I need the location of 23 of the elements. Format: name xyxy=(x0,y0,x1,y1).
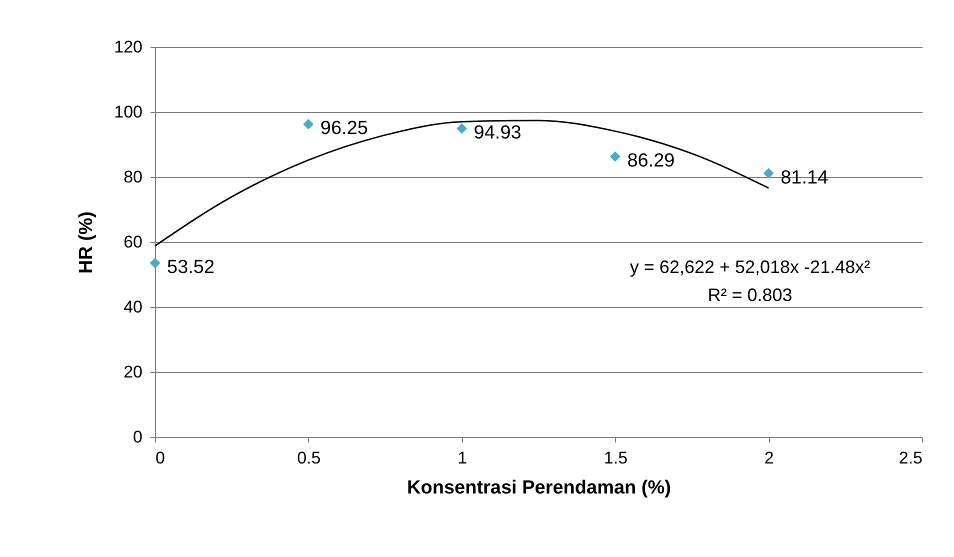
line-series xyxy=(154,120,770,247)
x-tick-label: 0.5 xyxy=(297,448,321,468)
data-label: 81.14 xyxy=(780,167,829,188)
y-tick-label: 120 xyxy=(114,38,142,56)
x-tick-label: 1 xyxy=(458,448,468,468)
x-tick-label: 2 xyxy=(764,448,774,468)
x-tick-label: 1.5 xyxy=(604,448,628,468)
y-tick-label: 80 xyxy=(124,168,142,186)
x-tick-label: 0 xyxy=(156,448,165,468)
data-label: 94.93 xyxy=(474,122,522,144)
y-tick-label: 60 xyxy=(124,232,142,252)
y-axis-title: HR (%) xyxy=(76,211,98,274)
data-label: 86.29 xyxy=(627,150,675,172)
annotation: y = 62,622 + 52,018x -21.48x² xyxy=(630,257,870,277)
data-label: 96.25 xyxy=(320,118,368,140)
x-axis-title: Konsentrasi Perendaman (%) xyxy=(407,478,671,498)
y-tick-label: 0 xyxy=(133,428,142,446)
annotation: R² = 0.803 xyxy=(708,285,792,305)
x-tick-label: 2.5 xyxy=(898,448,922,468)
y-tick-label: 40 xyxy=(124,298,142,316)
y-tick-label: 100 xyxy=(114,102,142,122)
data-label: 53.52 xyxy=(167,257,215,278)
y-tick-label: 20 xyxy=(124,362,142,382)
